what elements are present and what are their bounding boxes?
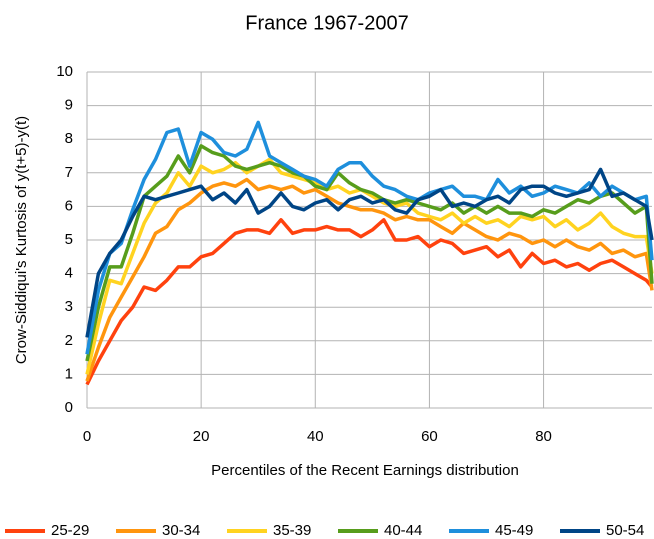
y-tick-label: 3 — [65, 298, 73, 315]
series-line — [85, 167, 654, 338]
y-tick-label: 8 — [65, 130, 73, 147]
y-tick-label: 2 — [65, 332, 73, 349]
series-line — [85, 144, 654, 362]
x-tick-label: 0 — [83, 428, 91, 445]
y-tick-label: 6 — [65, 197, 73, 214]
chart-title: France 1967-2007 — [245, 12, 408, 34]
x-axis-label: Percentiles of the Recent Earnings distr… — [211, 462, 519, 479]
legend-label: 30-34 — [162, 522, 200, 539]
legend-label: 45-49 — [495, 522, 533, 539]
series-line — [85, 177, 654, 382]
legend-label: 25-29 — [51, 522, 89, 539]
y-axis-label: Crow-Siddiqui's Kurtosis of y(t+5)-y(t) — [13, 116, 30, 364]
x-tick-label: 60 — [421, 428, 438, 445]
y-tick-label: 9 — [65, 97, 73, 114]
legend-label: 35-39 — [273, 522, 311, 539]
series-line — [85, 218, 654, 386]
y-tick-label: 4 — [65, 265, 73, 282]
series-line — [85, 157, 654, 375]
x-tick-label: 20 — [193, 428, 210, 445]
y-tick-label: 1 — [65, 365, 73, 382]
x-tick-label: 40 — [307, 428, 324, 445]
legend-label: 50-54 — [606, 522, 644, 539]
legend-label: 40-44 — [384, 522, 422, 539]
series-line — [85, 120, 654, 355]
y-tick-label: 10 — [56, 63, 73, 80]
x-tick-label: 80 — [535, 428, 552, 445]
y-tick-label: 0 — [65, 399, 73, 416]
y-tick-label: 7 — [65, 164, 73, 181]
y-tick-label: 5 — [65, 231, 73, 248]
